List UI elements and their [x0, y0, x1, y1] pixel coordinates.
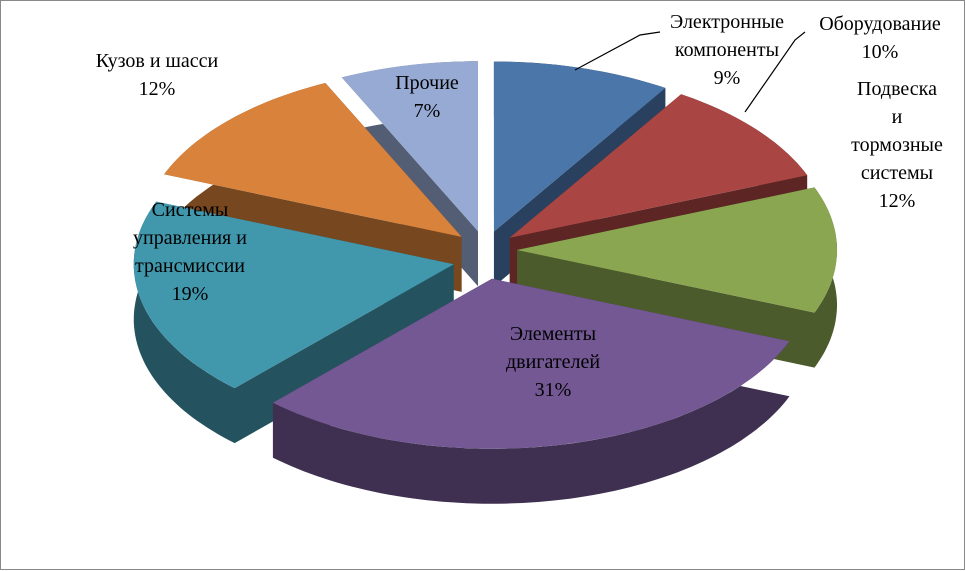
label-category: Подвеска и тормозные системы: [851, 78, 943, 184]
slice: [509, 94, 808, 238]
data-label: Элементы двигателей 31%: [488, 320, 618, 404]
label-value: 10%: [861, 41, 899, 63]
data-label: Кузов и шасси 12%: [57, 47, 257, 103]
label-category: Электронные компоненты: [670, 11, 784, 61]
slice: [133, 201, 454, 389]
leader-line: [744, 31, 806, 113]
label-value: 12%: [138, 78, 176, 100]
label-value: 12%: [878, 190, 916, 212]
data-label: Оборудование 10%: [795, 10, 965, 66]
label-value: 9%: [713, 67, 741, 89]
label-value: 7%: [413, 100, 441, 122]
label-category: Оборудование: [819, 13, 941, 35]
slice: [517, 187, 837, 313]
slice: [164, 83, 462, 237]
data-label: Прочие 7%: [382, 69, 472, 125]
slices: [133, 61, 837, 504]
label-category: Кузов и шасси: [95, 50, 219, 72]
slice: [493, 61, 666, 232]
data-label: Электронные компоненты 9%: [652, 8, 802, 92]
data-label: Системы управления и трансмиссии 19%: [113, 196, 268, 308]
data-label: Подвеска и тормозные системы 12%: [850, 75, 945, 215]
slice: [341, 61, 479, 232]
label-value: 31%: [534, 379, 572, 401]
label-category: Системы управления и трансмиссии: [133, 199, 247, 277]
leader-line: [574, 31, 661, 71]
label-value: 19%: [171, 283, 209, 305]
label-category: Прочие: [395, 72, 459, 94]
label-category: Элементы двигателей: [505, 323, 601, 373]
slice: [272, 278, 790, 449]
